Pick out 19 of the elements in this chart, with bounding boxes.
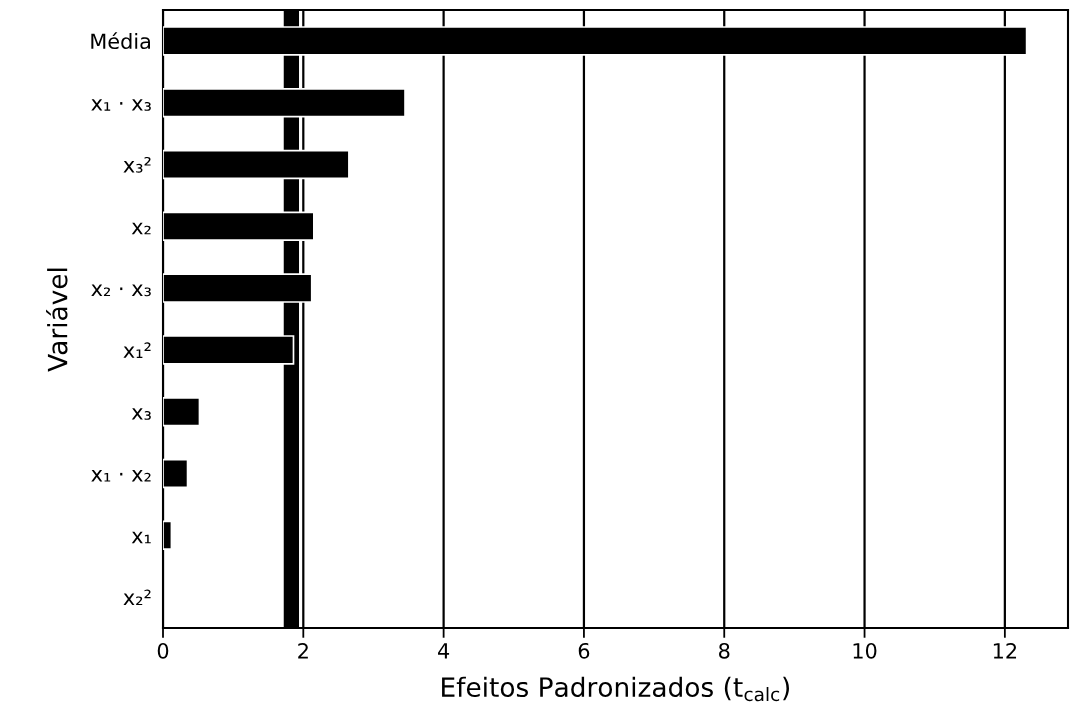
- y-tick-label: x₁²: [123, 342, 151, 358]
- y-axis-title: Variável: [46, 268, 68, 372]
- y-tick-label: x₁ · x₃: [91, 99, 151, 111]
- x-tick-label: 10: [853, 642, 877, 659]
- y-tick-label: x₁ · x₂: [91, 470, 151, 482]
- y-tick-label: x₂²: [123, 589, 151, 606]
- x-tick-label: 2: [298, 642, 308, 659]
- y-tick-label: x₂ · x₃: [91, 284, 151, 297]
- y-tick-label: x₂: [131, 222, 151, 235]
- x-tick-label: 12: [993, 642, 1017, 659]
- y-tick-label: x₁: [131, 531, 151, 544]
- x-tick-label: 8: [719, 642, 730, 659]
- y-tick-label: x₃²: [123, 156, 151, 173]
- x-tick-label: 6: [578, 642, 590, 659]
- x-tick-label: 0: [157, 642, 169, 659]
- y-tick-label: Média: [91, 32, 150, 50]
- x-axis-title: Efeitos Padronizados (t$_{calc}$): [442, 676, 789, 702]
- x-tick-label: 4: [438, 643, 450, 659]
- y-tick-label: x₃: [131, 408, 151, 420]
